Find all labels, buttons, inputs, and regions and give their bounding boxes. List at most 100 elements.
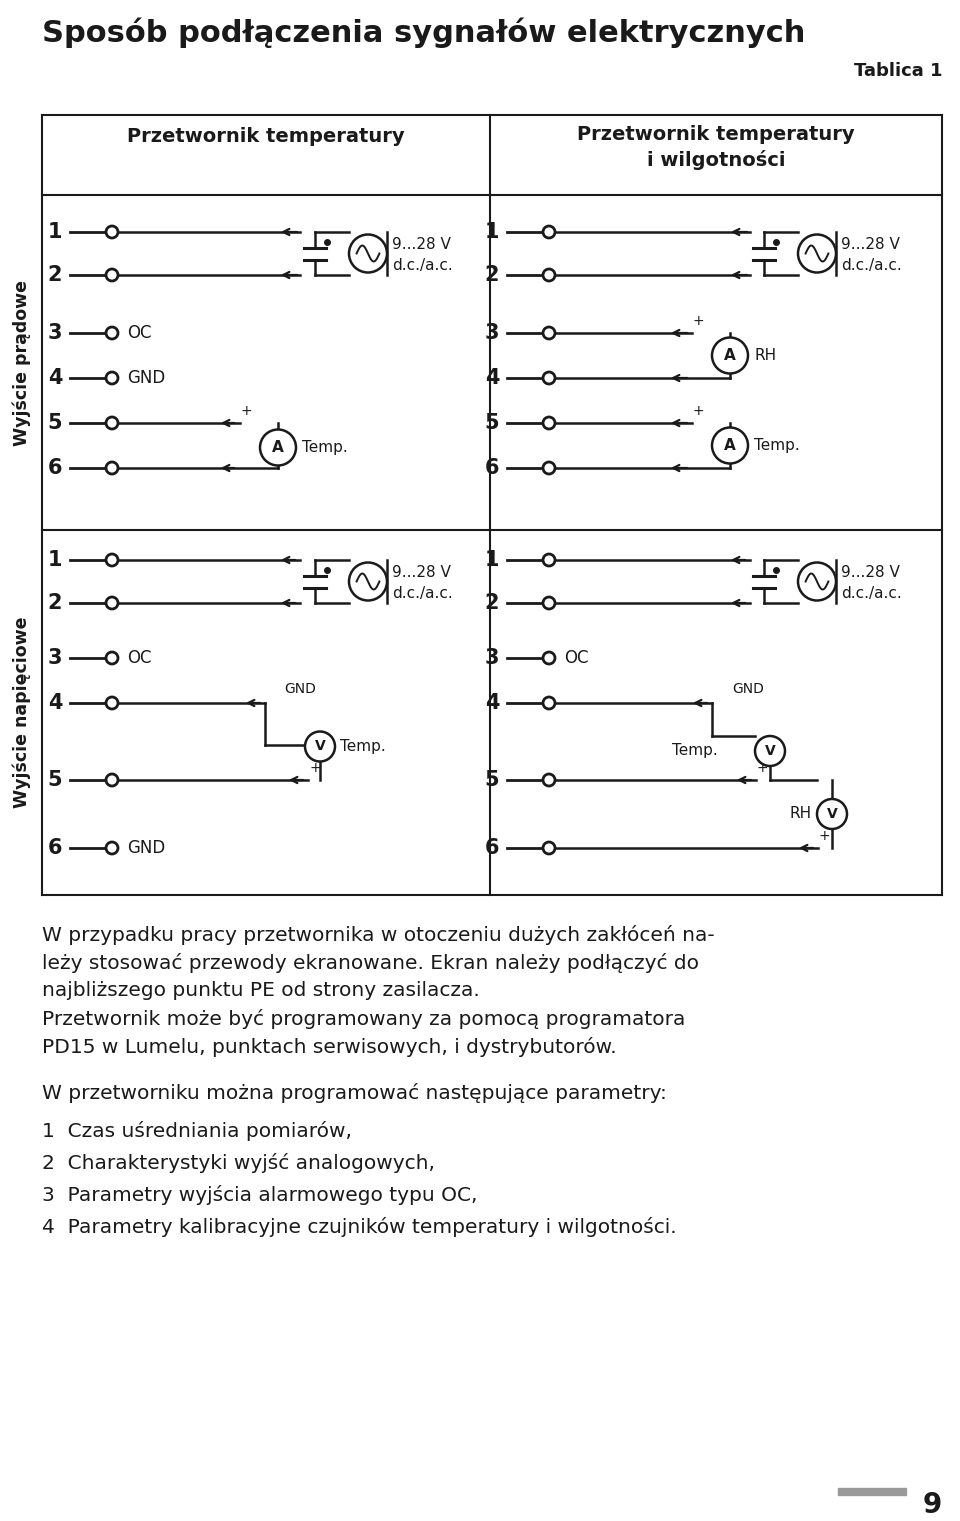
Text: A: A [272, 440, 284, 455]
Text: Temp.: Temp. [672, 744, 718, 759]
Circle shape [543, 462, 555, 475]
Text: 6: 6 [485, 838, 499, 858]
Circle shape [543, 598, 555, 608]
Text: OC: OC [127, 324, 152, 342]
Text: 3: 3 [48, 322, 62, 344]
Text: +: + [309, 760, 321, 776]
Text: 1: 1 [485, 222, 499, 242]
Circle shape [543, 554, 555, 566]
Text: 1  Czas uśredniania pomiarów,: 1 Czas uśredniania pomiarów, [42, 1121, 352, 1141]
Text: 1: 1 [48, 222, 62, 242]
Text: 9: 9 [923, 1491, 942, 1519]
Text: V: V [315, 739, 325, 753]
Text: OC: OC [127, 649, 152, 668]
Text: RH: RH [754, 348, 776, 364]
Circle shape [798, 563, 836, 601]
Text: 4: 4 [48, 694, 62, 713]
Text: W przypadku pracy przetwornika w otoczeniu dużych zakłóceń na-: W przypadku pracy przetwornika w otoczen… [42, 925, 714, 945]
Text: 5: 5 [485, 414, 499, 433]
Circle shape [260, 429, 296, 465]
Circle shape [349, 563, 387, 601]
Text: 4  Parametry kalibracyjne czujników temperatury i wilgotności.: 4 Parametry kalibracyjne czujników tempe… [42, 1217, 677, 1237]
Text: A: A [724, 438, 736, 453]
Text: 2: 2 [48, 265, 62, 284]
Circle shape [543, 269, 555, 281]
Text: Wyjście napięciowe: Wyjście napięciowe [12, 616, 32, 808]
Text: Tablica 1: Tablica 1 [853, 62, 942, 81]
Text: 5: 5 [48, 414, 62, 433]
Circle shape [106, 269, 118, 281]
Circle shape [543, 227, 555, 237]
Circle shape [543, 774, 555, 786]
Text: 1: 1 [48, 551, 62, 570]
Text: leży stosować przewody ekranowane. Ekran należy podłączyć do: leży stosować przewody ekranowane. Ekran… [42, 954, 699, 973]
Text: +: + [692, 313, 704, 329]
Circle shape [106, 598, 118, 608]
Text: Przetwornik może być programowany za pomocą programatora: Przetwornik może być programowany za pom… [42, 1008, 685, 1030]
Text: OC: OC [564, 649, 588, 668]
Text: Temp.: Temp. [754, 438, 800, 453]
Text: RH: RH [790, 806, 812, 821]
Text: +: + [240, 405, 252, 418]
Text: 5: 5 [48, 770, 62, 789]
Text: Przetwornik temperatury: Przetwornik temperatury [127, 126, 405, 146]
Text: A: A [724, 348, 736, 364]
Text: 3: 3 [48, 648, 62, 668]
Circle shape [712, 427, 748, 464]
Text: 2  Charakterystyki wyjść analogowych,: 2 Charakterystyki wyjść analogowych, [42, 1153, 435, 1173]
Circle shape [106, 843, 118, 853]
Circle shape [106, 554, 118, 566]
Text: 4: 4 [485, 368, 499, 388]
Bar [838, 1488, 906, 1495]
Text: V: V [827, 808, 837, 821]
Circle shape [543, 697, 555, 709]
Text: PD15 w Lumelu, punktach serwisowych, i dystrybutorów.: PD15 w Lumelu, punktach serwisowych, i d… [42, 1037, 616, 1057]
Text: W przetworniku można programować następujące parametry:: W przetworniku można programować następu… [42, 1083, 667, 1103]
Text: 5: 5 [485, 770, 499, 789]
Circle shape [106, 227, 118, 237]
Text: +: + [756, 760, 768, 776]
Text: 3: 3 [485, 648, 499, 668]
Circle shape [543, 373, 555, 383]
Text: +: + [692, 405, 704, 418]
Text: Przetwornik temperatury
i wilgotności: Przetwornik temperatury i wilgotności [577, 125, 854, 170]
Circle shape [106, 653, 118, 665]
Text: GND: GND [127, 840, 165, 856]
Text: +: + [818, 829, 829, 843]
Text: 3: 3 [485, 322, 499, 344]
Circle shape [349, 234, 387, 272]
Text: 6: 6 [48, 838, 62, 858]
Circle shape [543, 843, 555, 853]
Circle shape [106, 373, 118, 383]
Circle shape [106, 417, 118, 429]
Text: najbliższego punktu PE od strony zasilacza.: najbliższego punktu PE od strony zasilac… [42, 981, 480, 999]
Text: 9...28 V
d.c./a.c.: 9...28 V d.c./a.c. [841, 564, 901, 601]
Text: 2: 2 [485, 265, 499, 284]
Text: Temp.: Temp. [340, 739, 386, 754]
Circle shape [798, 234, 836, 272]
Text: 2: 2 [485, 593, 499, 613]
Text: 9...28 V
d.c./a.c.: 9...28 V d.c./a.c. [392, 564, 453, 601]
Text: GND: GND [732, 681, 764, 697]
Text: Sposób podłączenia sygnałów elektrycznych: Sposób podłączenia sygnałów elektrycznyc… [42, 18, 805, 49]
Text: 4: 4 [485, 694, 499, 713]
Text: 3  Parametry wyjścia alarmowego typu OC,: 3 Parametry wyjścia alarmowego typu OC, [42, 1185, 477, 1205]
Circle shape [817, 799, 847, 829]
Circle shape [543, 653, 555, 665]
Text: Wyjście prądowe: Wyjście prądowe [12, 280, 32, 446]
Circle shape [106, 697, 118, 709]
Circle shape [106, 462, 118, 475]
Circle shape [543, 417, 555, 429]
Text: Temp.: Temp. [302, 440, 348, 455]
Text: 9...28 V
d.c./a.c.: 9...28 V d.c./a.c. [392, 237, 453, 272]
Text: GND: GND [284, 681, 316, 697]
Circle shape [106, 774, 118, 786]
Text: 6: 6 [48, 458, 62, 478]
Circle shape [543, 327, 555, 339]
Circle shape [712, 338, 748, 374]
Circle shape [755, 736, 785, 767]
Text: 6: 6 [485, 458, 499, 478]
Circle shape [106, 327, 118, 339]
Text: 2: 2 [48, 593, 62, 613]
Text: 9...28 V
d.c./a.c.: 9...28 V d.c./a.c. [841, 237, 901, 272]
